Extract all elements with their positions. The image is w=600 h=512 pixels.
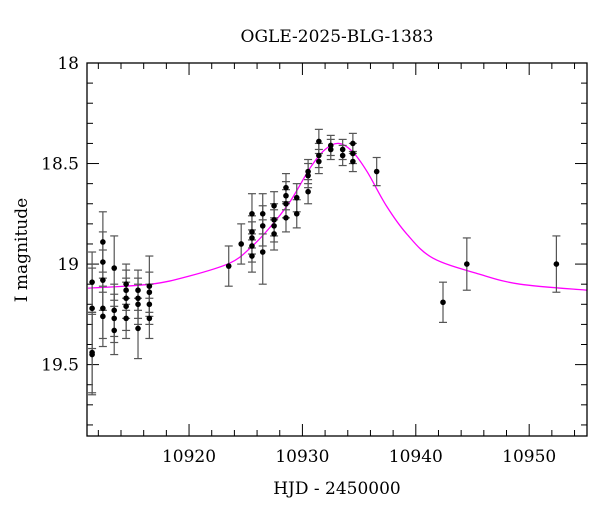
data-point bbox=[100, 239, 106, 245]
data-point bbox=[146, 301, 153, 308]
data-point bbox=[305, 168, 311, 175]
y-axis-label: I magnitude bbox=[12, 198, 32, 302]
plot-frame bbox=[86, 62, 588, 437]
data-point bbox=[327, 146, 334, 153]
data-point bbox=[283, 184, 289, 191]
data-point bbox=[100, 277, 106, 283]
data-point bbox=[123, 287, 129, 294]
data-point bbox=[249, 229, 255, 235]
data-point bbox=[135, 287, 141, 294]
data-point bbox=[146, 315, 153, 322]
data-point bbox=[225, 263, 232, 269]
data-point bbox=[259, 211, 266, 217]
data-point bbox=[316, 152, 322, 159]
data-point bbox=[464, 261, 470, 267]
data-point bbox=[283, 215, 289, 221]
data-point bbox=[271, 223, 277, 229]
data-point bbox=[89, 279, 95, 285]
data-point bbox=[111, 327, 118, 334]
data-point bbox=[135, 301, 141, 308]
data-point bbox=[100, 305, 106, 312]
data-point bbox=[89, 305, 95, 312]
x-axis-label: HJD - 2450000 bbox=[273, 479, 401, 499]
error-bars bbox=[88, 128, 561, 396]
data-point bbox=[111, 307, 118, 314]
data-point bbox=[339, 146, 346, 153]
chart-title: OGLE-2025-BLG-1383 bbox=[241, 27, 434, 47]
data-point bbox=[123, 315, 129, 322]
tick-labels: 10920 10930 10940 10950 18 18.5 19 19.5 bbox=[41, 54, 556, 467]
data-point bbox=[111, 315, 118, 322]
data-point bbox=[249, 243, 255, 249]
data-point bbox=[283, 192, 289, 199]
data-point bbox=[327, 142, 334, 149]
data-point bbox=[271, 217, 277, 223]
data-point bbox=[146, 283, 153, 289]
data-point bbox=[238, 241, 244, 247]
data-point bbox=[135, 325, 141, 332]
data-point bbox=[259, 249, 266, 255]
data-point bbox=[293, 211, 300, 217]
data-point bbox=[123, 303, 129, 310]
data-point bbox=[100, 313, 106, 320]
data-point bbox=[316, 158, 322, 165]
x-tick-label: 10950 bbox=[502, 447, 556, 467]
x-tick-label: 10920 bbox=[162, 447, 216, 467]
y-tick-label: 18.5 bbox=[41, 155, 79, 175]
data-point bbox=[249, 253, 255, 259]
data-point bbox=[350, 150, 356, 157]
model-curve bbox=[88, 142, 587, 291]
data-point bbox=[271, 231, 277, 237]
data-point bbox=[123, 281, 129, 287]
data-point bbox=[146, 289, 153, 296]
data-point bbox=[259, 223, 266, 229]
data-point bbox=[293, 194, 300, 201]
data-point bbox=[553, 261, 560, 267]
data-point bbox=[305, 188, 311, 195]
x-tick-label: 10930 bbox=[275, 447, 329, 467]
data-point bbox=[135, 295, 141, 302]
y-tick-label: 19 bbox=[57, 255, 79, 275]
y-tick-label: 18 bbox=[57, 54, 79, 74]
data-point bbox=[271, 202, 277, 209]
data-point bbox=[339, 152, 346, 159]
data-point bbox=[350, 158, 356, 165]
data-point bbox=[283, 200, 289, 207]
data-points bbox=[89, 138, 560, 358]
axis-ticks bbox=[87, 62, 587, 436]
data-point bbox=[89, 351, 95, 358]
data-point bbox=[249, 211, 255, 217]
x-tick-label: 10940 bbox=[389, 447, 443, 467]
data-point bbox=[100, 259, 106, 265]
data-point bbox=[316, 138, 322, 145]
data-point bbox=[373, 168, 380, 175]
data-point bbox=[440, 299, 446, 306]
data-point bbox=[111, 265, 118, 271]
data-point bbox=[123, 295, 129, 302]
y-tick-label: 19.5 bbox=[41, 356, 79, 376]
data-point bbox=[350, 140, 356, 147]
data-point bbox=[305, 172, 311, 179]
data-point bbox=[249, 235, 255, 241]
